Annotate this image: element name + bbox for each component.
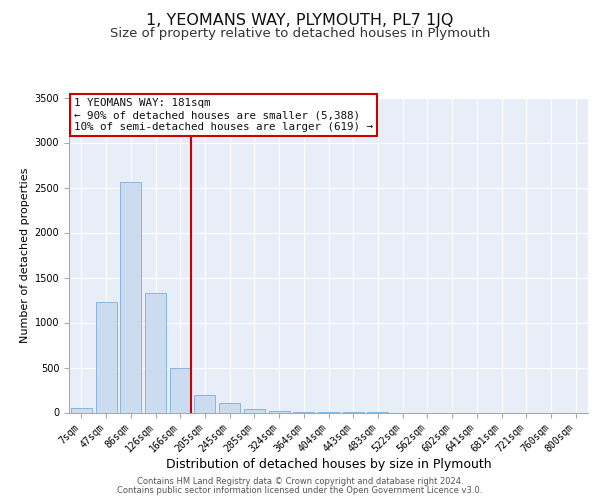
Bar (71, 408, 92, 412)
Text: Contains HM Land Registry data © Crown copyright and database right 2024.: Contains HM Land Registry data © Crown c… (137, 477, 463, 486)
Text: 1 YEOMANS WAY: 181sqm
← 90% of detached houses are smaller (5,388)
10% of semi-d: 1 YEOMANS WAY: 181sqm ← 90% of detached … (74, 98, 373, 132)
Bar (219, 402, 240, 412)
X-axis label: Distribution of detached houses by size in Plymouth: Distribution of detached houses by size … (166, 458, 491, 471)
Text: Size of property relative to detached houses in Plymouth: Size of property relative to detached ho… (110, 28, 490, 40)
Bar (145, 293, 166, 412)
Y-axis label: Number of detached properties: Number of detached properties (20, 168, 31, 342)
Text: Contains public sector information licensed under the Open Government Licence v3: Contains public sector information licen… (118, 486, 482, 495)
Bar (244, 409, 265, 412)
Bar (194, 394, 215, 412)
Text: 1, YEOMANS WAY, PLYMOUTH, PL7 1JQ: 1, YEOMANS WAY, PLYMOUTH, PL7 1JQ (146, 12, 454, 28)
Bar (95, 302, 116, 412)
Bar (170, 368, 191, 412)
Bar (269, 411, 290, 412)
Bar (120, 182, 141, 412)
